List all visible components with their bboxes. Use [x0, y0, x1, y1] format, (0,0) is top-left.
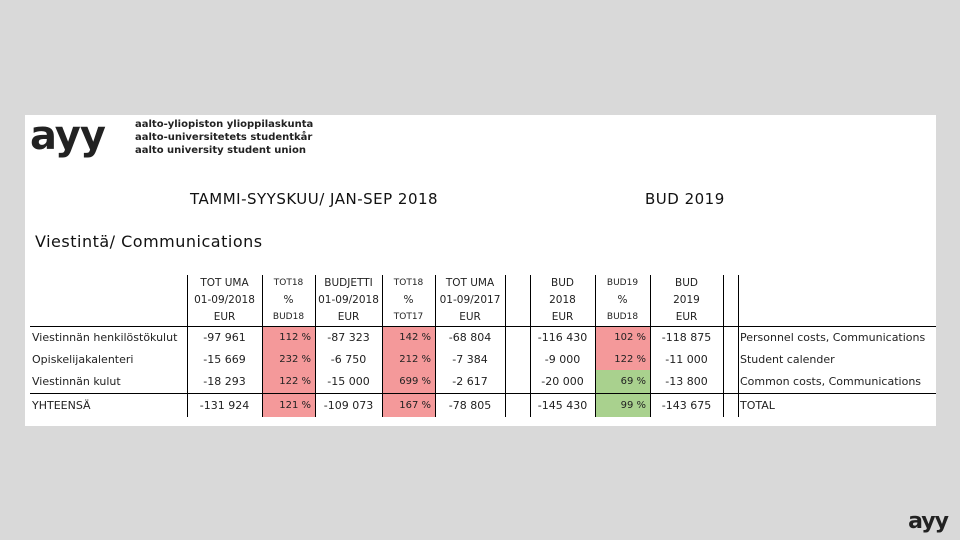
row-label-en: Student calender — [740, 352, 835, 366]
header-line: 2018 — [549, 294, 576, 306]
column-rule — [435, 275, 436, 417]
table-cell: -118 875 — [661, 330, 712, 344]
header-line: TOT18 — [393, 278, 424, 288]
column-rule — [505, 275, 506, 417]
header-line: 01-09/2018 — [318, 294, 379, 306]
table-cell: 122 % — [262, 370, 315, 393]
header-line: BUD — [551, 277, 574, 289]
header-line: EUR — [213, 311, 236, 323]
header-line: 01-09/2017 — [439, 294, 501, 306]
header-line: TOT UMA — [445, 277, 495, 289]
column-rule — [382, 275, 383, 417]
column-rule — [262, 275, 263, 417]
table-cell: -2 617 — [452, 375, 488, 388]
org-name: aalto-yliopiston ylioppilaskunta — [135, 119, 314, 130]
header-line: BUD18 — [606, 312, 639, 322]
header-line: EUR — [551, 311, 574, 323]
table-cell: -18 293 — [203, 375, 246, 388]
org-name: aalto-universitetets studentkår — [135, 132, 313, 143]
column-header: BUDJETTI 01-09/2018 EUR — [315, 275, 382, 326]
header-line: 2019 — [673, 294, 700, 306]
row-rule — [30, 393, 936, 394]
column-header: BUD19% BUD18 — [595, 275, 650, 326]
table-cell: 112 % — [262, 326, 315, 348]
table-cell: -116 430 — [537, 330, 588, 344]
header-line: TOT17 — [393, 312, 424, 322]
header-line: BUD19 — [606, 278, 639, 288]
table-cell: -145 430 — [537, 398, 588, 412]
header-line: 01-09/2018 — [194, 294, 255, 306]
table-cell: -87 323 — [327, 330, 370, 344]
column-rule — [723, 275, 724, 417]
row-label: Opiskelijakalenteri — [32, 352, 134, 366]
header-line: TOT UMA — [200, 277, 249, 289]
table-cell: 121 % — [262, 393, 315, 417]
footer-logo: ayy — [908, 509, 949, 534]
sheet: ayy aalto-yliopiston ylioppilaskunta aal… — [25, 113, 936, 426]
header-line: EUR — [337, 311, 360, 323]
column-header: TOT UMA 01-09/2017 EUR — [435, 275, 505, 326]
column-rule — [315, 275, 316, 417]
budget-heading: BUD 2019 — [645, 190, 725, 208]
table-cell: -15 000 — [327, 375, 370, 388]
column-header: BUD 2018 EUR — [530, 275, 595, 326]
column-rule — [738, 275, 739, 417]
column-header: TOT UMA 01-09/2018 EUR — [187, 275, 262, 326]
heading: TAMMI-SYYSKUU/ JAN-SEP 2018 — [190, 190, 439, 208]
row-rule — [30, 326, 936, 327]
header-line: % — [403, 294, 414, 306]
row-label-en: TOTAL — [740, 398, 775, 412]
table-cell: -6 750 — [330, 352, 367, 366]
table-cell: 99 % — [595, 393, 650, 417]
row-label: Viestinnän kulut — [32, 375, 121, 388]
table-cell: -68 804 — [448, 330, 492, 344]
table-cell: -15 669 — [203, 352, 246, 366]
column-rule — [650, 275, 651, 417]
row-label: YHTEENSÄ — [32, 398, 91, 412]
table-cell: 232 % — [262, 348, 315, 370]
table-cell: 69 % — [595, 370, 650, 393]
table-cell: -13 800 — [665, 375, 708, 388]
section-title: Viestintä/ Communications — [35, 232, 263, 251]
header-line: BUDJETTI — [324, 277, 373, 289]
header-line: EUR — [675, 311, 698, 323]
table-cell: 212 % — [382, 348, 435, 370]
logo: ayy — [30, 113, 106, 159]
table-cell: -7 384 — [452, 352, 488, 366]
row-label: Viestinnän henkilöstökulut — [32, 330, 178, 344]
column-header: TOT18% BUD18 — [262, 275, 315, 326]
table-cell: -11 000 — [665, 352, 708, 366]
table-cell: -109 073 — [323, 398, 374, 412]
header-line: BUD18 — [272, 312, 305, 322]
row-label-en: Personnel costs, Communications — [740, 330, 926, 344]
table-cell: -78 805 — [448, 398, 492, 412]
table-cell: 699 % — [382, 370, 435, 393]
table-cell: -20 000 — [541, 375, 584, 388]
column-rule — [530, 275, 531, 417]
column-rule — [595, 275, 596, 417]
table-cell: -143 675 — [661, 398, 712, 412]
header-line: EUR — [459, 311, 481, 323]
table-cell: -131 924 — [199, 398, 250, 412]
table-cell: 142 % — [382, 326, 435, 348]
row-label-en: Common costs, Communications — [740, 375, 922, 388]
header-line: TOT18 — [273, 278, 304, 288]
column-header: TOT18% TOT17 — [382, 275, 435, 326]
column-header: BUD 2019 EUR — [650, 275, 723, 326]
header-line: % — [617, 294, 628, 306]
header-line: BUD — [675, 277, 698, 289]
table-cell: -97 961 — [203, 330, 246, 344]
table-cell: 102 % — [595, 326, 650, 348]
column-rule — [187, 275, 188, 417]
org-name: aalto university student union — [135, 145, 306, 156]
table-cell: -9 000 — [544, 352, 581, 366]
table-cell: 167 % — [382, 393, 435, 417]
table-cell: 122 % — [595, 348, 650, 370]
header-line: % — [283, 294, 294, 306]
